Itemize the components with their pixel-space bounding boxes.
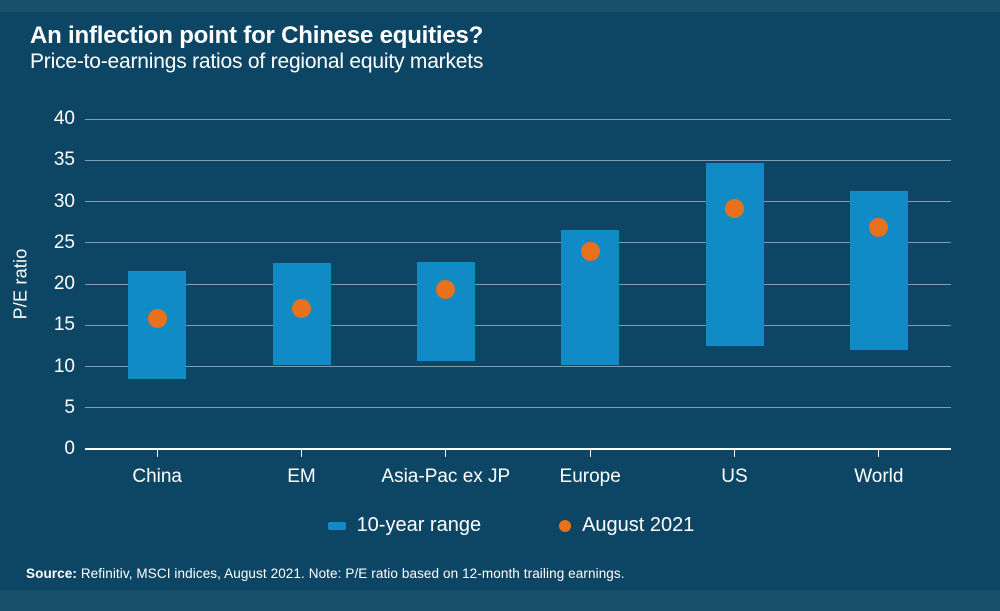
range-bar-us: [705, 162, 764, 346]
y-tick-label-20: 20: [53, 273, 75, 294]
category-label-em: EM: [287, 466, 316, 487]
gridline-35: [85, 159, 951, 161]
y-tick-label-25: 25: [53, 231, 75, 253]
category-label-us: US: [721, 466, 748, 487]
source-text: Refinitiv, MSCI indices, August 2021. No…: [76, 566, 625, 581]
category-label-world: World: [854, 466, 904, 487]
chart-subtitle: Price-to-earnings ratios of regional equ…: [30, 50, 484, 73]
gridline-15: [85, 324, 951, 326]
gridline-40: [85, 118, 951, 120]
y-tick-label-35: 35: [53, 149, 75, 171]
point-swatch-icon: [559, 519, 572, 532]
chart-title: An inflection point for Chinese equities…: [30, 22, 484, 49]
x-tick-3: [589, 449, 591, 457]
category-label-china: China: [132, 466, 182, 487]
range-bar-world: [849, 190, 908, 350]
y-tick-label-5: 5: [64, 396, 75, 418]
y-tick-label-40: 40: [53, 108, 75, 129]
point-dot-world: [869, 218, 889, 238]
x-tick-4: [734, 449, 735, 457]
x-tick-1: [301, 449, 302, 457]
y-tick-label-10: 10: [53, 355, 75, 377]
gridline-10: [85, 366, 951, 367]
point-dot-europe: [580, 242, 600, 262]
legend-label-range: 10-year range: [356, 514, 482, 536]
gridline-5: [85, 407, 951, 409]
x-tick-0: [156, 449, 158, 457]
x-tick-2: [445, 449, 447, 457]
point-dot-us: [725, 199, 744, 219]
category-label-europe: Europe: [559, 466, 621, 487]
x-tick-5: [878, 449, 880, 457]
legend-label-august-2021: August 2021: [582, 514, 695, 536]
gridline-20: [85, 283, 951, 285]
point-dot-em: [292, 299, 311, 319]
plot-area: P/E ratio 0 5 10 15 20 25 30 35 40 China EM Asia-Pa…: [11, 109, 951, 487]
legend-item-range: 10-year range: [327, 514, 482, 537]
gridline-25: [85, 242, 951, 244]
source-note: Source: Refinitiv, MSCI indices, August …: [26, 566, 625, 581]
legend: 10-year range August 2021: [0, 514, 1000, 537]
point-dot-china: [147, 309, 167, 329]
y-tick-label-30: 30: [53, 190, 75, 212]
x-axis-line: [85, 448, 951, 450]
y-tick-label-0: 0: [64, 438, 75, 459]
y-tick-label-15: 15: [53, 314, 75, 336]
range-bar-asia-pac-ex-jp: [416, 261, 475, 361]
source-label: Source:: [26, 566, 77, 581]
legend-item-august-2021: August 2021: [559, 514, 694, 537]
range-swatch-icon: [327, 521, 346, 530]
gridline-30: [85, 201, 951, 202]
category-label-asia-pac-ex-jp: Asia-Pac ex JP: [381, 466, 511, 487]
point-dot-asia-pac-ex-jp: [436, 280, 456, 300]
